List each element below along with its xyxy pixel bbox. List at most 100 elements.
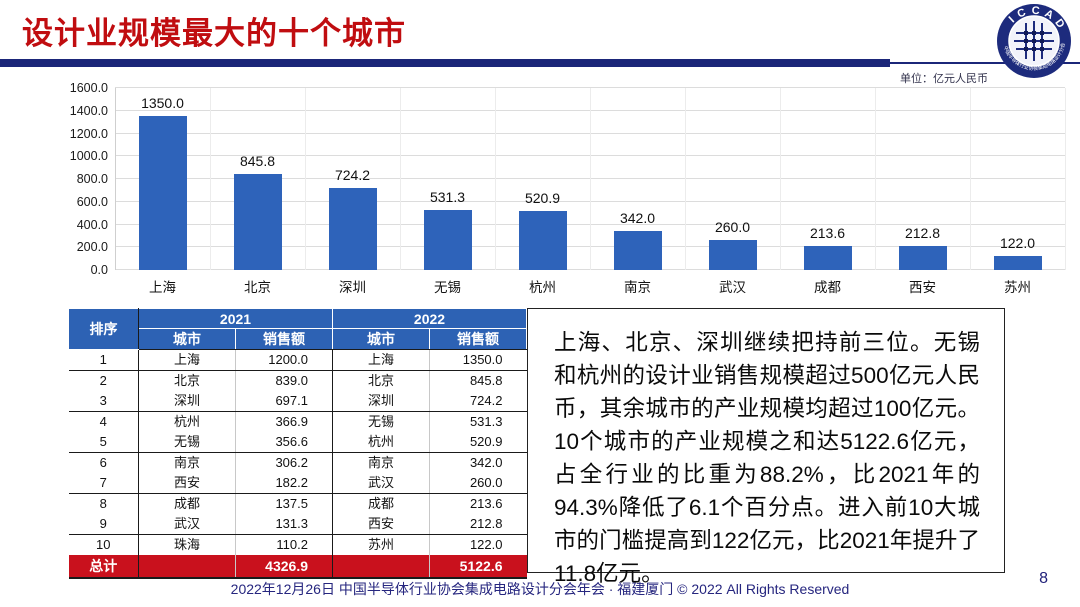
category-label: 苏州: [1004, 280, 1031, 295]
table-cell: 杭州: [332, 432, 430, 453]
gridline-vertical: [590, 88, 591, 270]
table-cell: 5: [68, 432, 139, 453]
bar-value-label: 531.3: [429, 188, 466, 205]
table-cell: 356.6: [235, 432, 333, 453]
table-row: 10 珠海 110.2 苏州 122.0: [68, 534, 527, 555]
y-tick-label: 1000.0: [69, 149, 108, 164]
bar-value-label: 342.0: [619, 210, 656, 227]
category-label: 无锡: [434, 280, 461, 295]
gridline-vertical: [970, 88, 971, 270]
category-label: 西安: [909, 280, 936, 295]
table-row: 8 成都 137.5 成都 213.6: [68, 493, 527, 514]
table-cell: 深圳: [332, 391, 430, 412]
bar-value-label: 122.0: [999, 235, 1036, 252]
bar: [423, 209, 472, 270]
table-cell: 182.2: [235, 473, 333, 494]
chart-plot: [115, 87, 1066, 270]
table-cell: 无锡: [138, 432, 236, 453]
bar-value-label: 845.8: [239, 152, 276, 169]
table-cell: 西安: [332, 514, 430, 535]
bar-column: 212.8: [875, 88, 970, 270]
chart-unit-label: 单位：亿元人民币: [900, 73, 988, 85]
commentary-box: 上海、北京、深圳继续把持前三位。无锡和杭州的设计业销售规模超过500亿元人民币，…: [527, 308, 1005, 586]
table-cell: 南京: [332, 452, 430, 473]
col-header-sales-2022: 销售额: [429, 328, 527, 350]
bar: [138, 116, 187, 270]
category-label: 南京: [624, 280, 651, 295]
table-row: 2 北京 839.0 北京 845.8: [68, 370, 527, 391]
category-label: 北京: [244, 280, 271, 295]
table-cell: 366.9: [235, 411, 333, 432]
table-cell: 697.1: [235, 391, 333, 412]
table-cell: 上海: [138, 349, 236, 371]
y-tick-label: 1400.0: [69, 103, 108, 118]
title-underline-thin: [890, 62, 1080, 64]
chart-y-axis: 0.0 200.0 400.0 600.0 800.0 1000.0 1200.0 1400.…: [0, 81, 108, 277]
total-sales-2021: 4326.9: [235, 555, 333, 579]
table-cell: 110.2: [235, 534, 333, 555]
table-cell: 上海: [332, 349, 430, 371]
category-label: 武汉: [719, 280, 746, 295]
gridline-vertical: [305, 88, 306, 270]
bar-value-label: 260.0: [714, 219, 751, 236]
col-header-city-2022: 城市: [332, 328, 430, 350]
table-cell: 北京: [138, 370, 236, 391]
bar: [898, 245, 947, 270]
table-cell: 珠海: [138, 534, 236, 555]
table-cell: 杭州: [138, 411, 236, 432]
bar: [708, 240, 757, 270]
page-title: 设计业规模最大的十个城市: [22, 16, 406, 51]
col-header-2022: 2022: [332, 308, 527, 329]
table-cell: 724.2: [429, 391, 527, 412]
table-cell: 无锡: [332, 411, 430, 432]
table-row: 7 西安 182.2 武汉 260.0: [68, 473, 527, 494]
table-cell: 1350.0: [429, 349, 527, 371]
chart-bars: 1350.0 845.8 724.2 531.3 520.9 342.0 260.0 213.…: [115, 88, 1065, 270]
bar-column: 1350.0: [115, 88, 210, 270]
bar-value-label: 213.6: [809, 224, 846, 241]
table-cell: 122.0: [469, 537, 503, 552]
category-label: 深圳: [339, 280, 366, 295]
commentary-text: 上海、北京、深圳继续把持前三位。无锡和杭州的设计业销售规模超过500亿元人民币，…: [554, 330, 980, 586]
footer-text: 2022年12月26日 中国半导体行业协会集成电路设计分会年会 · 福建厦门 ©…: [230, 581, 850, 597]
table-cell: 成都: [332, 493, 430, 514]
table-cell: 845.8: [469, 373, 503, 388]
table-row: 3 深圳 697.1 深圳 724.2: [68, 391, 527, 412]
bar-column: 531.3: [400, 88, 495, 270]
table-cell: 1: [68, 349, 139, 371]
bar: [613, 231, 662, 270]
ranking-table: 排序 2021 2022 城市 销售额 城市 销售额 1 上海 1200.0 上海 13…: [68, 308, 527, 579]
page-number: 8: [1039, 570, 1048, 587]
bar-column: 213.6: [780, 88, 875, 270]
col-header-sales-2021: 销售额: [235, 328, 333, 350]
iccad-logo-icon: I C C A D 中国半导体行业协会集成电路设计分会: [997, 4, 1071, 78]
gridline-vertical: [780, 88, 781, 270]
y-tick-label: 1200.0: [69, 126, 108, 141]
gridline-vertical: [875, 88, 876, 270]
total-empty-1: [138, 555, 236, 579]
table-cell: 7: [68, 473, 139, 494]
bar: [328, 187, 377, 270]
bar: [233, 173, 282, 270]
table-row: 6 南京 306.2 南京 342.0: [68, 452, 527, 473]
category-label: 杭州: [529, 280, 556, 295]
y-tick-label: 0.0: [90, 263, 108, 277]
bar-chart: 0.0 200.0 400.0 600.0 800.0 1000.0 1200.0 1400.…: [0, 81, 1080, 300]
bar-column: 520.9: [495, 88, 590, 270]
table-cell: 9: [68, 514, 139, 535]
total-row: 总计 4326.9 5122.6: [68, 555, 527, 579]
y-tick-label: 200.0: [76, 240, 108, 255]
table-cell: 苏州: [332, 534, 430, 555]
gridline: [115, 87, 1065, 88]
table-cell: 2: [68, 370, 139, 391]
table-body: 1 上海 1200.0 上海 1350.0 2 北京 839.0 北京 845.8 3 深圳 697.1…: [68, 349, 527, 555]
table-cell: 137.5: [235, 493, 333, 514]
gridline-vertical: [210, 88, 211, 270]
bar-value-label: 1350.0: [141, 95, 184, 112]
table-row: 1 上海 1200.0 上海 1350.0: [68, 349, 527, 371]
bar-column: 724.2: [305, 88, 400, 270]
total-label: 总计: [68, 555, 139, 579]
chart-category-labels: 上海 北京 深圳 无锡 杭州 南京 武汉 成都 西安 苏州: [115, 276, 1065, 296]
table-cell: 839.0: [235, 370, 333, 391]
